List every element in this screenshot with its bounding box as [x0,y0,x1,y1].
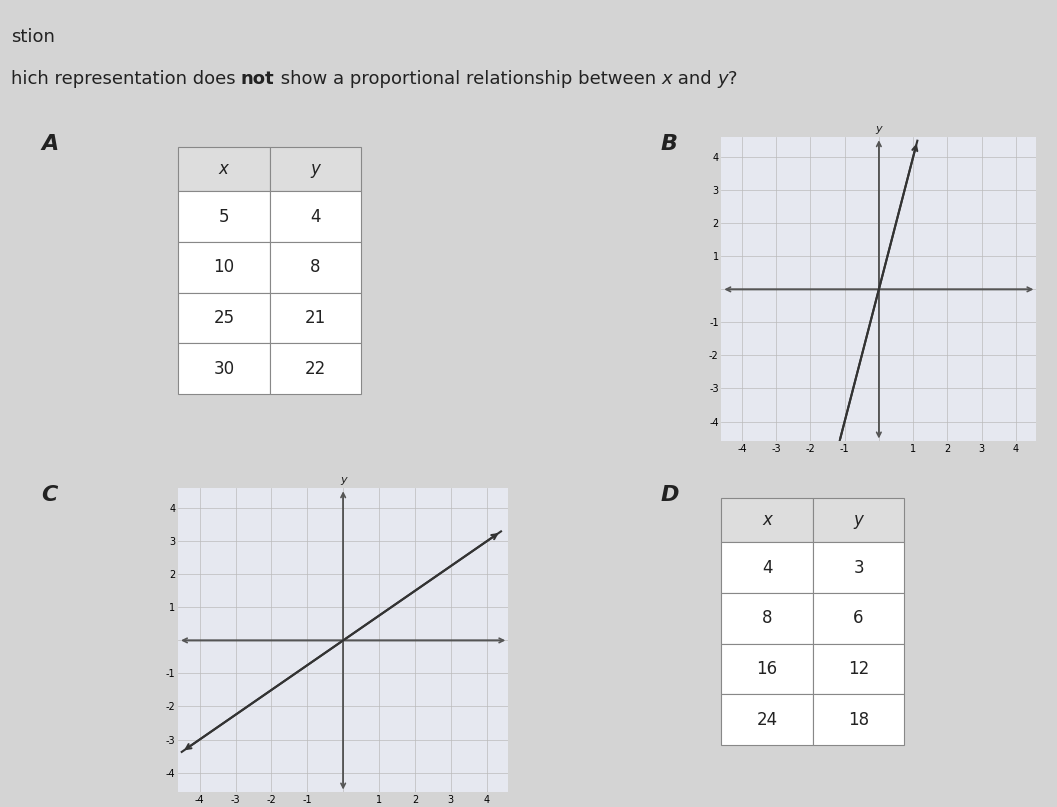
Text: y: y [311,161,320,178]
Bar [270,191,360,242]
Text: 4: 4 [762,558,773,577]
Text: 5: 5 [219,207,229,226]
Bar [722,644,813,694]
Text: C: C [41,485,57,505]
Bar [813,498,904,542]
Text: 25: 25 [214,309,235,327]
Bar [813,694,904,745]
Text: x: x [662,69,672,88]
Text: show a proportional relationship between: show a proportional relationship between [275,69,662,88]
Bar [813,593,904,644]
Text: 8: 8 [762,609,773,627]
Text: 6: 6 [853,609,864,627]
Text: 16: 16 [757,660,778,678]
Text: and: and [672,69,718,88]
Bar [813,644,904,694]
Bar [179,293,270,343]
Text: hich representation does: hich representation does [11,69,241,88]
Text: 12: 12 [848,660,869,678]
Text: x: x [219,161,228,178]
Text: 10: 10 [214,258,235,276]
Bar [270,147,360,191]
Bar [270,242,360,293]
Bar [722,542,813,593]
Bar [179,191,270,242]
Text: 4: 4 [310,207,320,226]
Text: y: y [718,69,728,88]
Bar [270,343,360,394]
Text: stion: stion [11,27,55,46]
Bar [722,498,813,542]
Text: 3: 3 [853,558,864,577]
Text: 21: 21 [304,309,326,327]
Text: ?: ? [728,69,738,88]
Text: 22: 22 [304,360,326,378]
Text: B: B [661,134,678,154]
Bar [179,242,270,293]
Bar [813,542,904,593]
Text: 30: 30 [214,360,235,378]
Text: 18: 18 [848,711,869,729]
Text: x: x [762,512,772,529]
Bar [722,694,813,745]
Text: not: not [241,69,275,88]
Bar [179,343,270,394]
Text: A: A [41,134,58,154]
Text: D: D [661,485,679,505]
Text: y: y [854,512,864,529]
Text: 8: 8 [310,258,320,276]
Text: 24: 24 [757,711,778,729]
Bar [722,593,813,644]
Bar [179,147,270,191]
Bar [270,293,360,343]
